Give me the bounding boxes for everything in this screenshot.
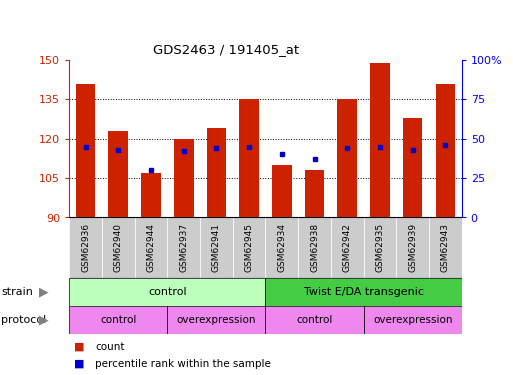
Text: GSM62945: GSM62945 bbox=[245, 223, 253, 272]
Bar bbox=[109, 131, 128, 218]
Bar bbox=[200, 217, 233, 278]
Bar bbox=[167, 306, 266, 334]
Bar bbox=[76, 84, 95, 218]
Text: GSM62937: GSM62937 bbox=[179, 223, 188, 272]
Bar bbox=[102, 217, 134, 278]
Bar bbox=[272, 165, 291, 218]
Bar bbox=[266, 306, 364, 334]
Text: GDS2463 / 191405_at: GDS2463 / 191405_at bbox=[153, 43, 299, 56]
Text: GSM62940: GSM62940 bbox=[114, 223, 123, 272]
Text: ▶: ▶ bbox=[38, 285, 48, 298]
Text: GSM62941: GSM62941 bbox=[212, 223, 221, 272]
Bar bbox=[233, 217, 266, 278]
Bar bbox=[338, 99, 357, 218]
Bar bbox=[69, 278, 266, 306]
Text: GSM62943: GSM62943 bbox=[441, 223, 450, 272]
Text: GSM62944: GSM62944 bbox=[147, 223, 155, 272]
Bar bbox=[364, 306, 462, 334]
Bar bbox=[396, 217, 429, 278]
Bar bbox=[141, 173, 161, 217]
Bar bbox=[364, 217, 396, 278]
Text: GSM62938: GSM62938 bbox=[310, 223, 319, 272]
Text: ■: ■ bbox=[74, 342, 85, 352]
Bar bbox=[266, 278, 462, 306]
Text: control: control bbox=[297, 315, 333, 325]
Text: overexpression: overexpression bbox=[373, 315, 452, 325]
Bar bbox=[436, 84, 455, 218]
Bar bbox=[331, 217, 364, 278]
Text: GSM62934: GSM62934 bbox=[278, 223, 286, 272]
Text: count: count bbox=[95, 342, 125, 352]
Bar bbox=[298, 217, 331, 278]
Text: Twist E/DA transgenic: Twist E/DA transgenic bbox=[304, 286, 424, 297]
Bar bbox=[305, 170, 324, 217]
Text: GSM62936: GSM62936 bbox=[81, 223, 90, 272]
Bar bbox=[429, 217, 462, 278]
Text: control: control bbox=[100, 315, 136, 325]
Text: percentile rank within the sample: percentile rank within the sample bbox=[95, 359, 271, 369]
Text: ■: ■ bbox=[74, 359, 85, 369]
Bar bbox=[403, 118, 422, 218]
Bar bbox=[69, 217, 102, 278]
Bar bbox=[174, 139, 193, 218]
Text: control: control bbox=[148, 286, 187, 297]
Bar bbox=[265, 217, 298, 278]
Bar bbox=[207, 128, 226, 217]
Text: protocol: protocol bbox=[1, 315, 46, 325]
Text: strain: strain bbox=[1, 286, 33, 297]
Text: overexpression: overexpression bbox=[176, 315, 256, 325]
Bar bbox=[134, 217, 167, 278]
Bar bbox=[69, 306, 167, 334]
Text: ▶: ▶ bbox=[38, 313, 48, 326]
Bar bbox=[370, 63, 390, 217]
Text: GSM62942: GSM62942 bbox=[343, 223, 352, 272]
Text: GSM62939: GSM62939 bbox=[408, 223, 417, 272]
Bar bbox=[239, 99, 259, 218]
Bar bbox=[167, 217, 200, 278]
Text: GSM62935: GSM62935 bbox=[376, 223, 384, 272]
